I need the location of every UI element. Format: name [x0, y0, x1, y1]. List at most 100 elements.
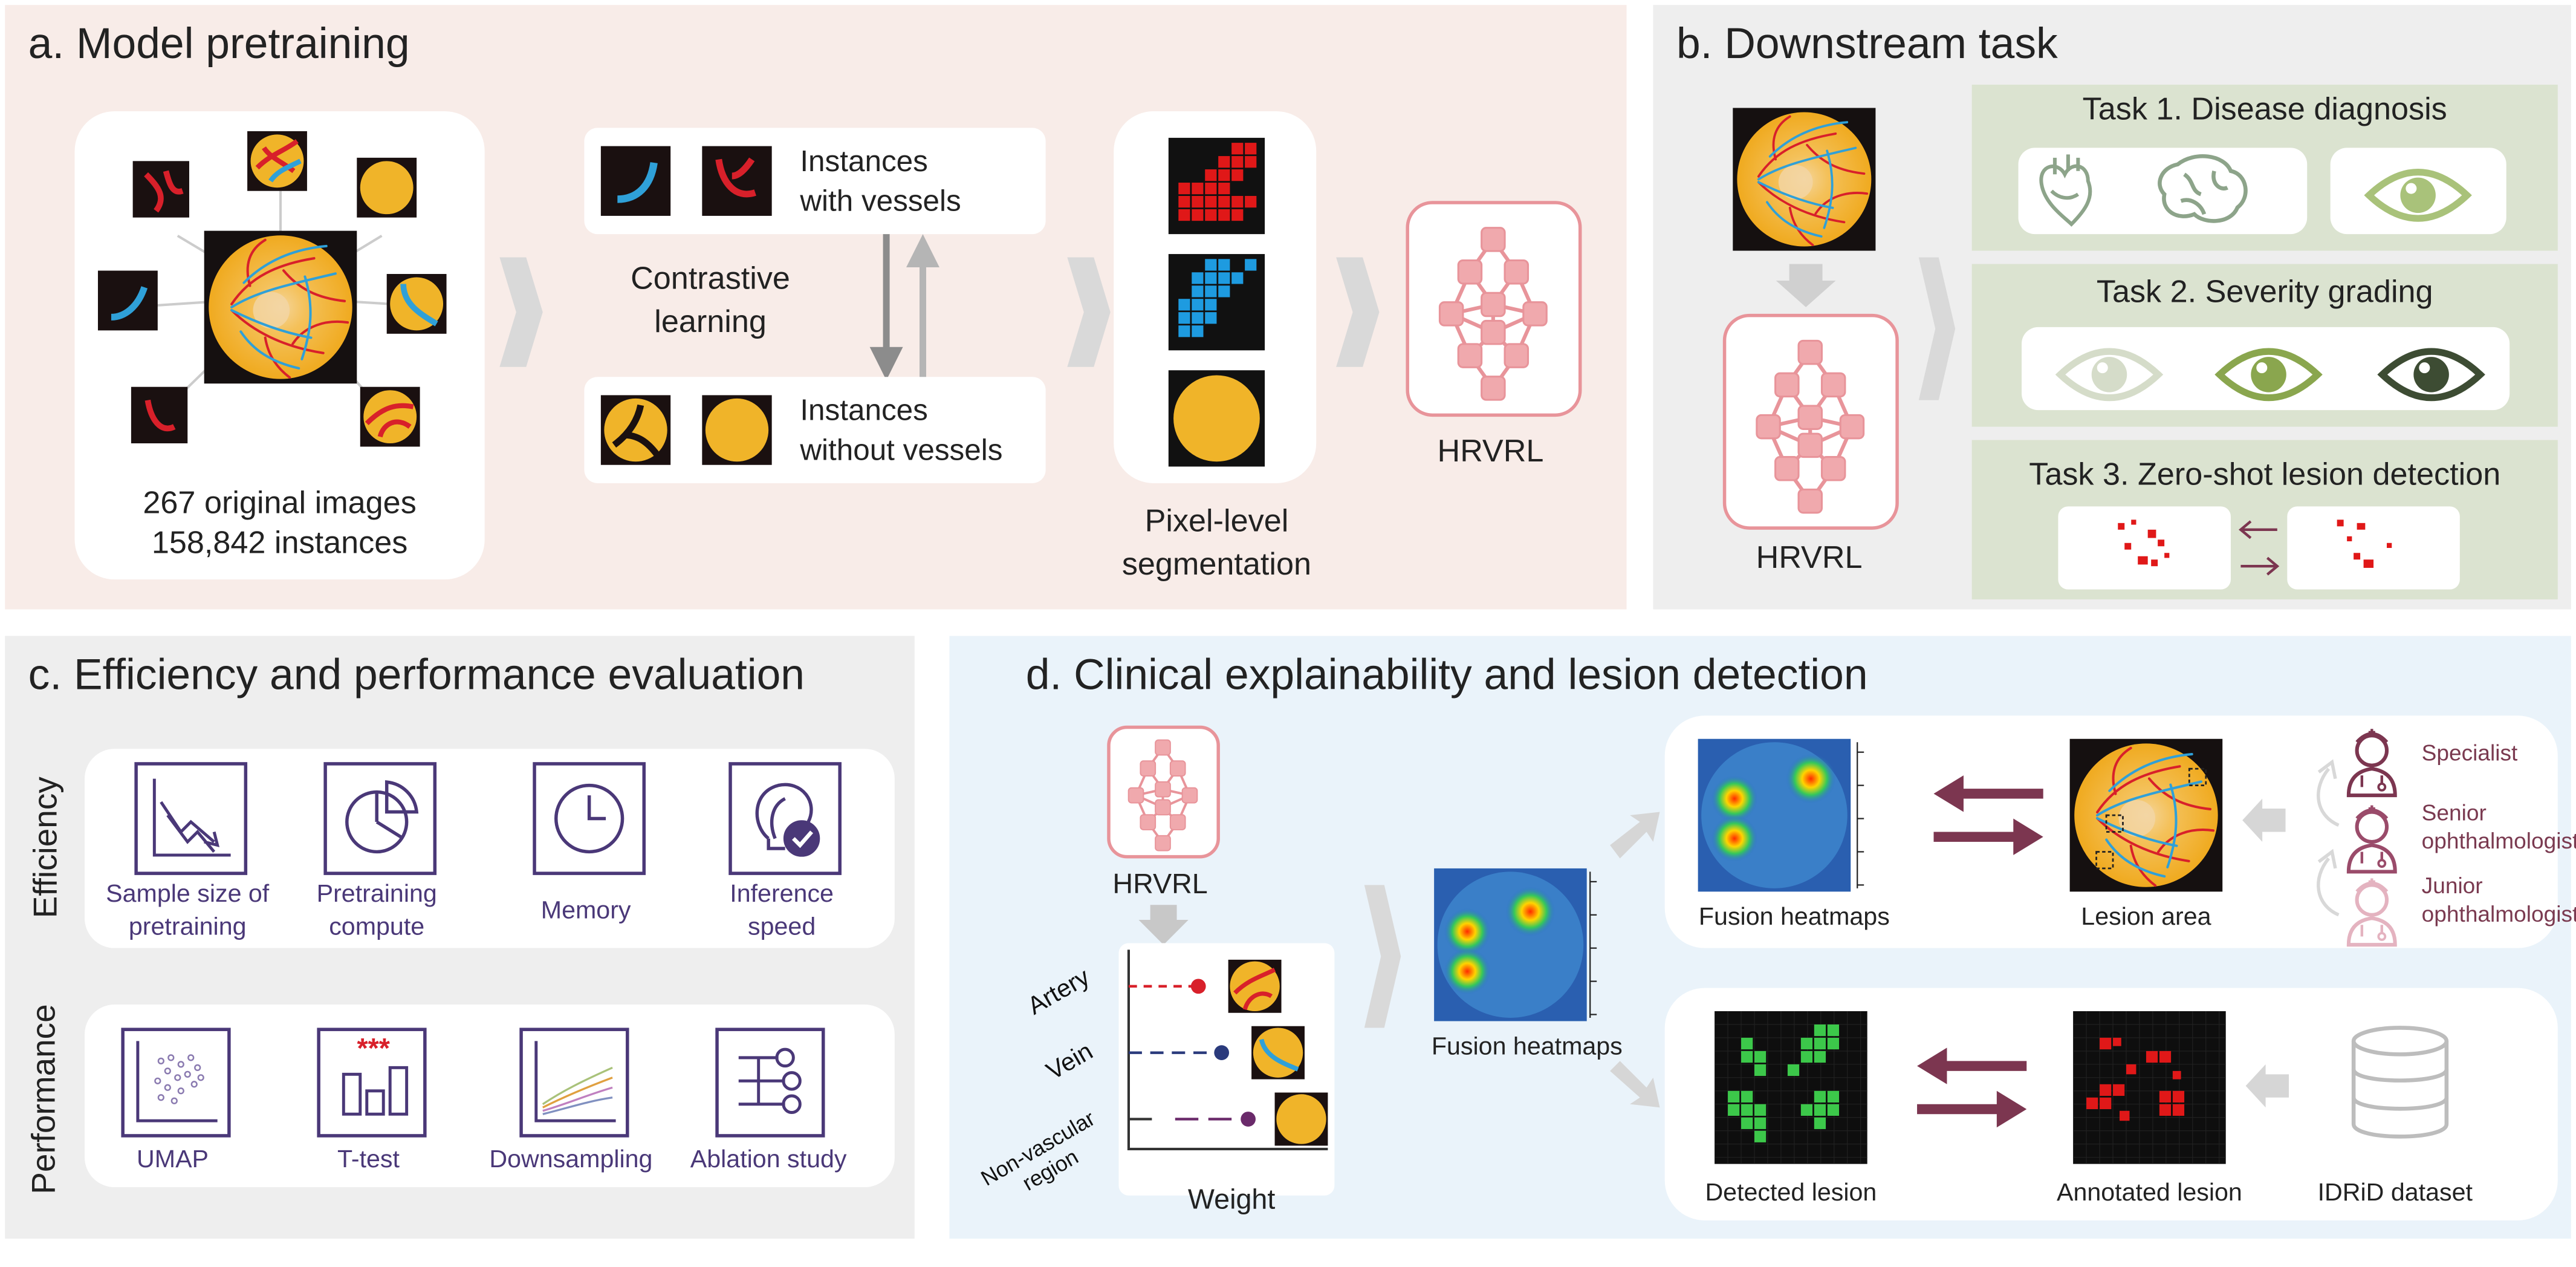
task-2-box: Task 2. Severity grading	[1971, 264, 2558, 427]
efficiency-label-3a: Memory	[540, 896, 631, 925]
task-1-title: Task 1. Disease diagnosis	[2082, 93, 2447, 128]
weight-chart	[1127, 949, 1328, 1150]
lesion-card-1	[2058, 506, 2231, 590]
bidirectional-arrows	[1933, 775, 2043, 855]
doctor-junior-label: Junior ophthalmologist	[2421, 873, 2576, 927]
heart-brain-icons	[2039, 154, 2248, 227]
arrow-left-icon	[2242, 798, 2286, 842]
severity-eyes	[2022, 327, 2509, 410]
database-icon	[2351, 1026, 2449, 1139]
detected-lesion-label: Detected lesion	[1705, 1179, 1877, 1207]
doctor-specialist-icon	[2338, 722, 2405, 798]
lesion-spots	[2118, 520, 2170, 567]
pie-chart-icon	[345, 780, 419, 854]
neural-network-icon	[1726, 317, 1895, 526]
with-vessels-line-1: Instances	[800, 144, 928, 178]
without-vessels-line-1: Instances	[800, 393, 928, 427]
swap-arrows-icon	[2238, 520, 2280, 576]
lesion-area-label: Lesion area	[2081, 903, 2211, 932]
eye-icon	[2060, 351, 2158, 398]
hrvrl-label-a: HRVRL	[1437, 435, 1544, 470]
efficiency-label: Efficiency	[28, 777, 65, 919]
doctor-senior-icon	[2338, 799, 2405, 875]
segmentation-card	[1114, 111, 1317, 483]
performance-icon-box-4	[715, 1028, 825, 1138]
task-3-box: Task 3. Zero-shot lesion detection	[1971, 440, 2558, 600]
organ-card	[2018, 148, 2308, 235]
task-3-title: Task 3. Zero-shot lesion detection	[2029, 458, 2501, 493]
chevron-right-icon	[1336, 257, 1380, 367]
performance-label-2: T-test	[337, 1145, 400, 1174]
eye-icon	[2383, 351, 2480, 398]
with-vessels-card: Instances with vessels	[584, 128, 1046, 235]
detection-card: Detected lesion Annotated lesion	[1664, 988, 2558, 1220]
panel-d: d. Clinical explainability and lesion de…	[949, 636, 2576, 1239]
segmentation-line-1: Pixel-level	[1144, 504, 1289, 540]
without-vessels-card: Instances without vessels	[584, 377, 1046, 483]
annotated-lesion-label: Annotated lesion	[2056, 1179, 2242, 1207]
stats-line-1: 267 original images	[143, 486, 417, 522]
fundus-image	[1731, 106, 1877, 252]
severity-card	[2022, 327, 2510, 411]
performance-label-3: Downsampling	[489, 1145, 653, 1174]
panel-a: a. Model pretraining 267 original images…	[5, 5, 1627, 610]
brain-icon	[2158, 154, 2248, 223]
neural-network-icon	[1127, 738, 1199, 852]
bidirectional-arrows	[1917, 1047, 2027, 1128]
nonvessel-instances	[600, 395, 772, 465]
efficiency-label-1a: Sample size of	[106, 880, 270, 908]
bar-significance-icon	[342, 1066, 409, 1116]
panel-c: c. Efficiency and performance evaluation…	[5, 636, 915, 1239]
performance-card: UMAP *** T-test Downsampling Ablation st…	[85, 1005, 895, 1188]
detected-lesion-map	[1715, 1011, 1867, 1164]
doctor-specialist-label: Specialist	[2421, 740, 2518, 766]
efficiency-label-2a: Pretraining	[316, 880, 437, 908]
hrvrl-label-d: HRVRL	[1112, 868, 1208, 901]
vessel-instances	[600, 146, 772, 216]
fusion-heatmaps-left-label: Fusion heatmaps	[1431, 1032, 1623, 1061]
performance-icon-box-1	[121, 1028, 231, 1138]
efficiency-label-1b: pretraining	[128, 913, 247, 942]
efficiency-label-4a: Inference	[730, 880, 834, 908]
weight-row-artery: Artery	[1023, 963, 1095, 1021]
dataset-label: IDRiD dataset	[2317, 1179, 2473, 1207]
segmentation-line-2: segmentation	[1121, 548, 1312, 583]
efficiency-icon-box-1	[134, 762, 248, 875]
hrvrl-model-box-d	[1107, 725, 1220, 859]
performance-icon-box-2: ***	[317, 1028, 427, 1138]
eye-icon	[2331, 148, 2506, 234]
weight-axis-label: Weight	[1187, 1184, 1276, 1216]
weight-row-nonvascular: Non-vascular region	[976, 1106, 1099, 1196]
without-vessels-line-2: without vessels	[800, 433, 1003, 467]
weight-chart-card	[1118, 943, 1335, 1196]
chevron-right-icon	[1918, 257, 1956, 400]
annotated-lesion-map	[2073, 1011, 2226, 1164]
weight-row-vein: Vein	[1042, 1037, 1098, 1087]
efficiency-icon-box-2	[323, 762, 437, 875]
original-images-card: 267 original images 158,842 instances	[74, 111, 485, 580]
significance-stars: ***	[357, 1032, 390, 1064]
contrastive-line-1: Contrastive	[631, 262, 790, 298]
hrvrl-model-box-b	[1722, 313, 1899, 530]
lesion-spots	[2337, 520, 2392, 568]
hrvrl-model-box	[1406, 201, 1582, 417]
scatter-icon	[136, 1041, 218, 1122]
task-1-box: Task 1. Disease diagnosis	[1971, 85, 2558, 251]
arrow-down-icon	[1138, 905, 1189, 945]
eye-icon	[2220, 351, 2318, 398]
task-2-title: Task 2. Severity grading	[2096, 275, 2433, 311]
neural-network-icon	[1409, 204, 1578, 414]
hrvrl-label-b: HRVRL	[1756, 541, 1863, 576]
arrow-down-icon	[1776, 264, 1836, 307]
performance-label-1: UMAP	[137, 1145, 209, 1174]
stats-line-2: 158,842 instances	[151, 526, 408, 561]
chevron-right-icon	[1067, 257, 1111, 367]
panel-a-title: a. Model pretraining	[28, 18, 410, 68]
efficiency-label-2b: compute	[329, 913, 425, 942]
fusion-heatmap-left	[1434, 868, 1597, 1021]
with-vessels-line-2: with vessels	[800, 184, 961, 218]
lines-icon	[534, 1041, 616, 1122]
efficiency-icon-box-4	[728, 762, 842, 875]
lightbulb-check-icon	[755, 783, 820, 857]
